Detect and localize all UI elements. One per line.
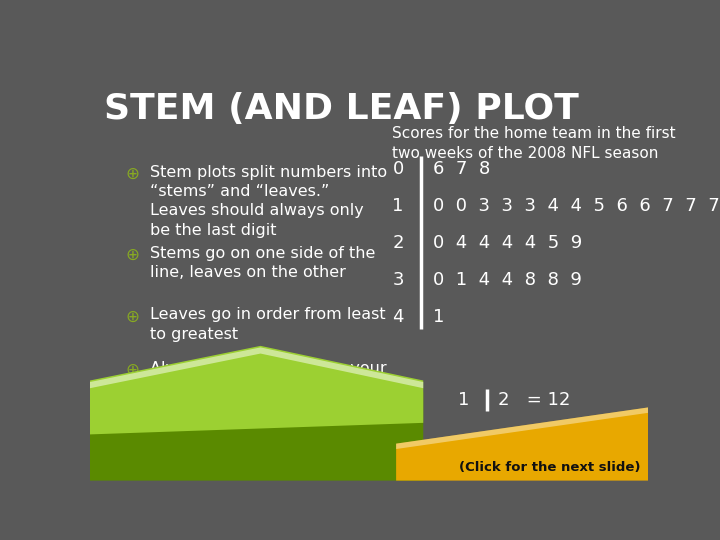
Text: Always include a key for your
stem plot: Always include a key for your stem plot [150, 361, 387, 395]
Text: 4: 4 [392, 308, 404, 326]
Text: ⊕: ⊕ [126, 165, 140, 183]
Polygon shape [90, 347, 423, 388]
Text: Stem plots split numbers into
“stems” and “leaves.”
Leaves should always only
be: Stem plots split numbers into “stems” an… [150, 165, 387, 238]
Polygon shape [90, 346, 423, 434]
Text: 2   = 12: 2 = 12 [498, 391, 571, 409]
Text: Stems go on one side of the
line, leaves on the other: Stems go on one side of the line, leaves… [150, 246, 376, 280]
Text: 0  0  3  3  3  4  4  5  6  6  7  7  7: 0 0 3 3 3 4 4 5 6 6 7 7 7 [433, 197, 720, 215]
Text: 1: 1 [392, 197, 404, 215]
Text: 6  7  8: 6 7 8 [433, 160, 490, 178]
Text: 0  1  4  4  8  8  9: 0 1 4 4 8 8 9 [433, 271, 582, 288]
Text: 1: 1 [433, 308, 445, 326]
Text: 3: 3 [392, 271, 404, 288]
Text: 0: 0 [392, 160, 404, 178]
Text: (Click for the next slide): (Click for the next slide) [459, 462, 640, 475]
Polygon shape [396, 408, 648, 449]
Text: Leaves go in order from least
to greatest: Leaves go in order from least to greates… [150, 307, 386, 342]
Text: ⊕: ⊕ [126, 361, 140, 379]
Text: 2: 2 [392, 234, 404, 252]
Text: 0  4  4  4  4  5  9: 0 4 4 4 4 5 9 [433, 234, 582, 252]
Text: 1: 1 [459, 391, 469, 409]
Text: ⊕: ⊕ [126, 246, 140, 264]
Polygon shape [90, 357, 423, 481]
Polygon shape [396, 408, 648, 481]
Text: STEM (AND LEAF) PLOT: STEM (AND LEAF) PLOT [104, 92, 579, 126]
Text: Scores for the home team in the first
two weeks of the 2008 NFL season: Scores for the home team in the first tw… [392, 126, 676, 161]
Text: ⊕: ⊕ [126, 307, 140, 325]
